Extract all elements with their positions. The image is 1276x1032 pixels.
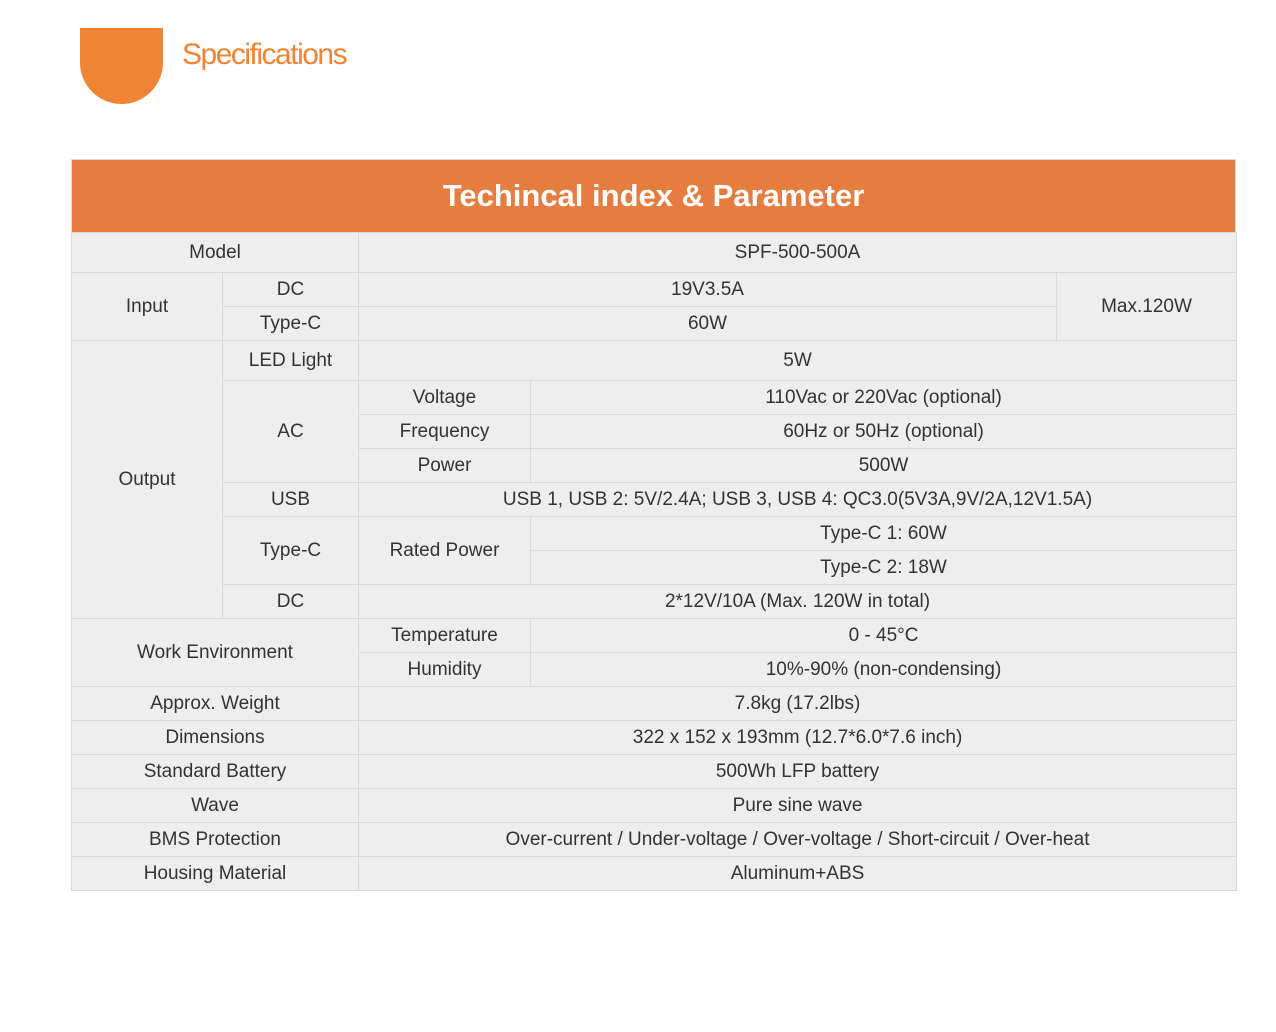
table-row: AC Voltage 110Vac or 220Vac (optional)	[72, 380, 1238, 483]
table-row: Work Environment Temperature 0 - 45°C	[71, 618, 1238, 687]
table-row: DC 2*12V/10A (Max. 120W in total)	[72, 584, 1238, 619]
input-typec-label: Type-C	[222, 306, 359, 341]
table-row: Humidity 10%-90% (non-condensing)	[72, 652, 1238, 687]
output-usb-value: USB 1, USB 2: 5V/2.4A; USB 3, USB 4: QC3…	[357, 482, 1238, 517]
housing-value: Aluminum+ABS	[357, 856, 1238, 891]
input-dc-label: DC	[222, 272, 359, 307]
dimensions-value: 322 x 152 x 193mm (12.7*6.0*7.6 inch)	[357, 720, 1238, 755]
table-row: Power 500W	[72, 448, 1238, 483]
input-label: Input	[71, 272, 223, 341]
table-row: Frequency 60Hz or 50Hz (optional)	[72, 414, 1238, 449]
output-dc-label: DC	[222, 584, 359, 619]
output-label: Output	[71, 340, 223, 619]
environment-humidity-value: 10%-90% (non-condensing)	[529, 652, 1238, 687]
input-dc-value: 19V3.5A	[358, 272, 1057, 307]
table-row: Wave Pure sine wave	[71, 788, 1238, 823]
output-led-label: LED Light	[222, 340, 359, 381]
section-title: Specifications	[182, 38, 348, 71]
bms-value: Over-current / Under-voltage / Over-volt…	[357, 822, 1238, 857]
environment-temperature-value: 0 - 45°C	[529, 618, 1238, 653]
spec-table-container: Techincal index & Parameter Model SPF-50…	[71, 159, 1238, 891]
table-row: Type-C Rated Power Type-C 1: 60W	[72, 516, 1238, 585]
output-led-value: 5W	[357, 340, 1238, 381]
bms-label: BMS Protection	[71, 822, 359, 857]
environment-temperature-label: Temperature	[358, 618, 531, 653]
section-header: Specifications	[80, 28, 480, 104]
table-row: Output LED Light 5W	[71, 340, 1238, 619]
output-voltage-label: Voltage	[358, 380, 531, 415]
housing-label: Housing Material	[71, 856, 359, 891]
output-frequency-label: Frequency	[358, 414, 531, 449]
table-row: Dimensions 322 x 152 x 193mm (12.7*6.0*7…	[71, 720, 1238, 755]
table-row: Standard Battery 500Wh LFP battery	[71, 754, 1238, 789]
spec-table: Model SPF-500-500A Input DC 19V3.5A Max.…	[71, 232, 1238, 891]
table-row: Input DC 19V3.5A Max.120W	[71, 272, 1238, 341]
table-row: BMS Protection Over-current / Under-volt…	[71, 822, 1238, 857]
output-typec2-value: Type-C 2: 18W	[529, 550, 1238, 585]
battery-value: 500Wh LFP battery	[357, 754, 1238, 789]
table-row: Approx. Weight 7.8kg (17.2lbs)	[71, 686, 1238, 721]
weight-value: 7.8kg (17.2lbs)	[357, 686, 1238, 721]
environment-label: Work Environment	[71, 618, 359, 687]
table-row: Type-C 2: 18W	[72, 550, 1238, 585]
output-typec1-value: Type-C 1: 60W	[529, 516, 1238, 551]
output-power-label: Power	[358, 448, 531, 483]
environment-humidity-label: Humidity	[358, 652, 531, 687]
model-value: SPF-500-500A	[357, 232, 1238, 273]
model-label: Model	[71, 232, 359, 273]
battery-label: Standard Battery	[71, 754, 359, 789]
output-dc-value: 2*12V/10A (Max. 120W in total)	[357, 584, 1238, 619]
output-usb-label: USB	[222, 482, 359, 517]
table-row: Type-C 60W	[72, 306, 1237, 341]
table-row: Model SPF-500-500A	[71, 232, 1238, 273]
table-row: Housing Material Aluminum+ABS	[71, 856, 1238, 891]
output-frequency-value: 60Hz or 50Hz (optional)	[529, 414, 1238, 449]
wave-value: Pure sine wave	[357, 788, 1238, 823]
weight-label: Approx. Weight	[71, 686, 359, 721]
table-row: USB USB 1, USB 2: 5V/2.4A; USB 3, USB 4:…	[72, 482, 1238, 517]
output-typec-label: Type-C	[222, 516, 359, 585]
wave-label: Wave	[71, 788, 359, 823]
table-title: Techincal index & Parameter	[71, 159, 1236, 232]
input-typec-value: 60W	[358, 306, 1057, 341]
input-max-value: Max.120W	[1055, 272, 1238, 341]
section-badge-icon	[80, 28, 163, 104]
output-voltage-value: 110Vac or 220Vac (optional)	[529, 380, 1238, 415]
output-rated-power-label: Rated Power	[358, 516, 531, 585]
dimensions-label: Dimensions	[71, 720, 359, 755]
output-ac-label: AC	[222, 380, 359, 483]
output-power-value: 500W	[529, 448, 1238, 483]
